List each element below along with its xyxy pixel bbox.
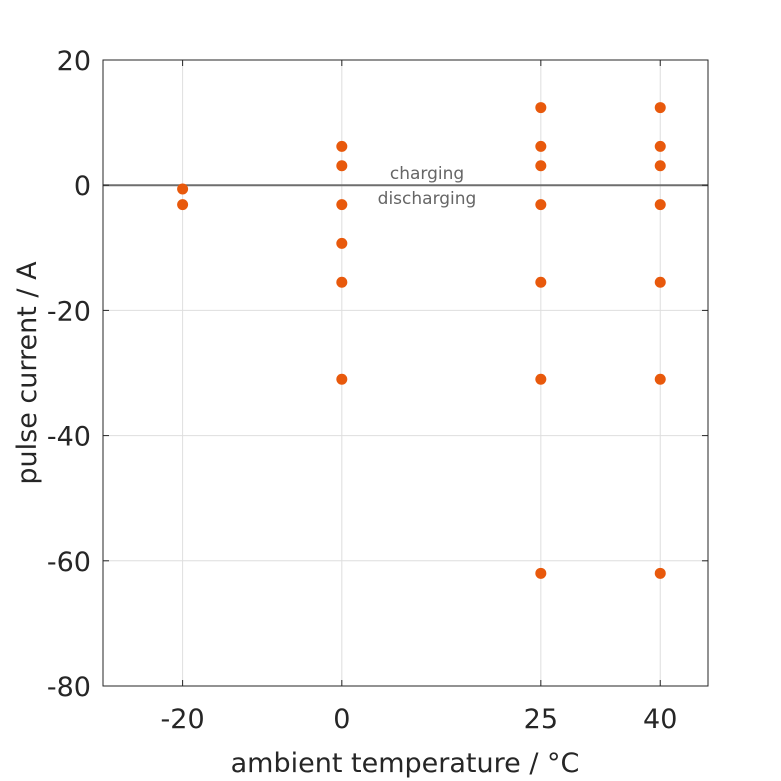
data-point: [535, 567, 547, 579]
y-tick-labels: 20 0 -20 -40 -60 -80: [47, 46, 708, 703]
data-point: [654, 199, 666, 211]
data-point: [336, 237, 348, 249]
data-point: [654, 140, 666, 152]
x-tick-label: 25: [524, 704, 558, 735]
data-point: [336, 373, 348, 385]
data-point: [177, 199, 189, 211]
data-point: [535, 373, 547, 385]
y-tick-label: -40: [47, 422, 91, 453]
x-tick-label: -20: [161, 704, 205, 735]
data-point: [654, 160, 666, 172]
y-tick-label: 0: [74, 171, 91, 202]
x-tick-label: 0: [333, 704, 350, 735]
data-point: [654, 567, 666, 579]
y-tick-label: 20: [57, 46, 91, 77]
plot-area-frame: [102, 59, 709, 687]
y-tick-label: -60: [47, 547, 91, 578]
y-tick-label: -80: [47, 672, 91, 703]
x-axis-label: ambient temperature / °C: [231, 748, 580, 779]
data-point: [336, 276, 348, 288]
data-point: [654, 102, 666, 114]
data-point: [654, 373, 666, 385]
x-tick-label: 40: [643, 704, 677, 735]
grid: [103, 59, 708, 687]
data-point: [177, 183, 189, 195]
x-tick-labels: -20 0 25 40: [161, 60, 677, 735]
y-tick-label: -20: [47, 296, 91, 327]
data-point: [654, 276, 666, 288]
data-point: [535, 140, 547, 152]
data-point: [336, 140, 348, 152]
data-point: [336, 199, 348, 211]
data-point: [535, 160, 547, 172]
data-point: [535, 102, 547, 114]
y-axis-label: pulse current / A: [12, 261, 43, 485]
data-point: [336, 160, 348, 172]
data-points: [177, 102, 666, 579]
data-point: [535, 199, 547, 211]
discharging-annotation: discharging: [378, 189, 477, 209]
data-point: [535, 276, 547, 288]
charging-annotation: charging: [390, 164, 464, 184]
